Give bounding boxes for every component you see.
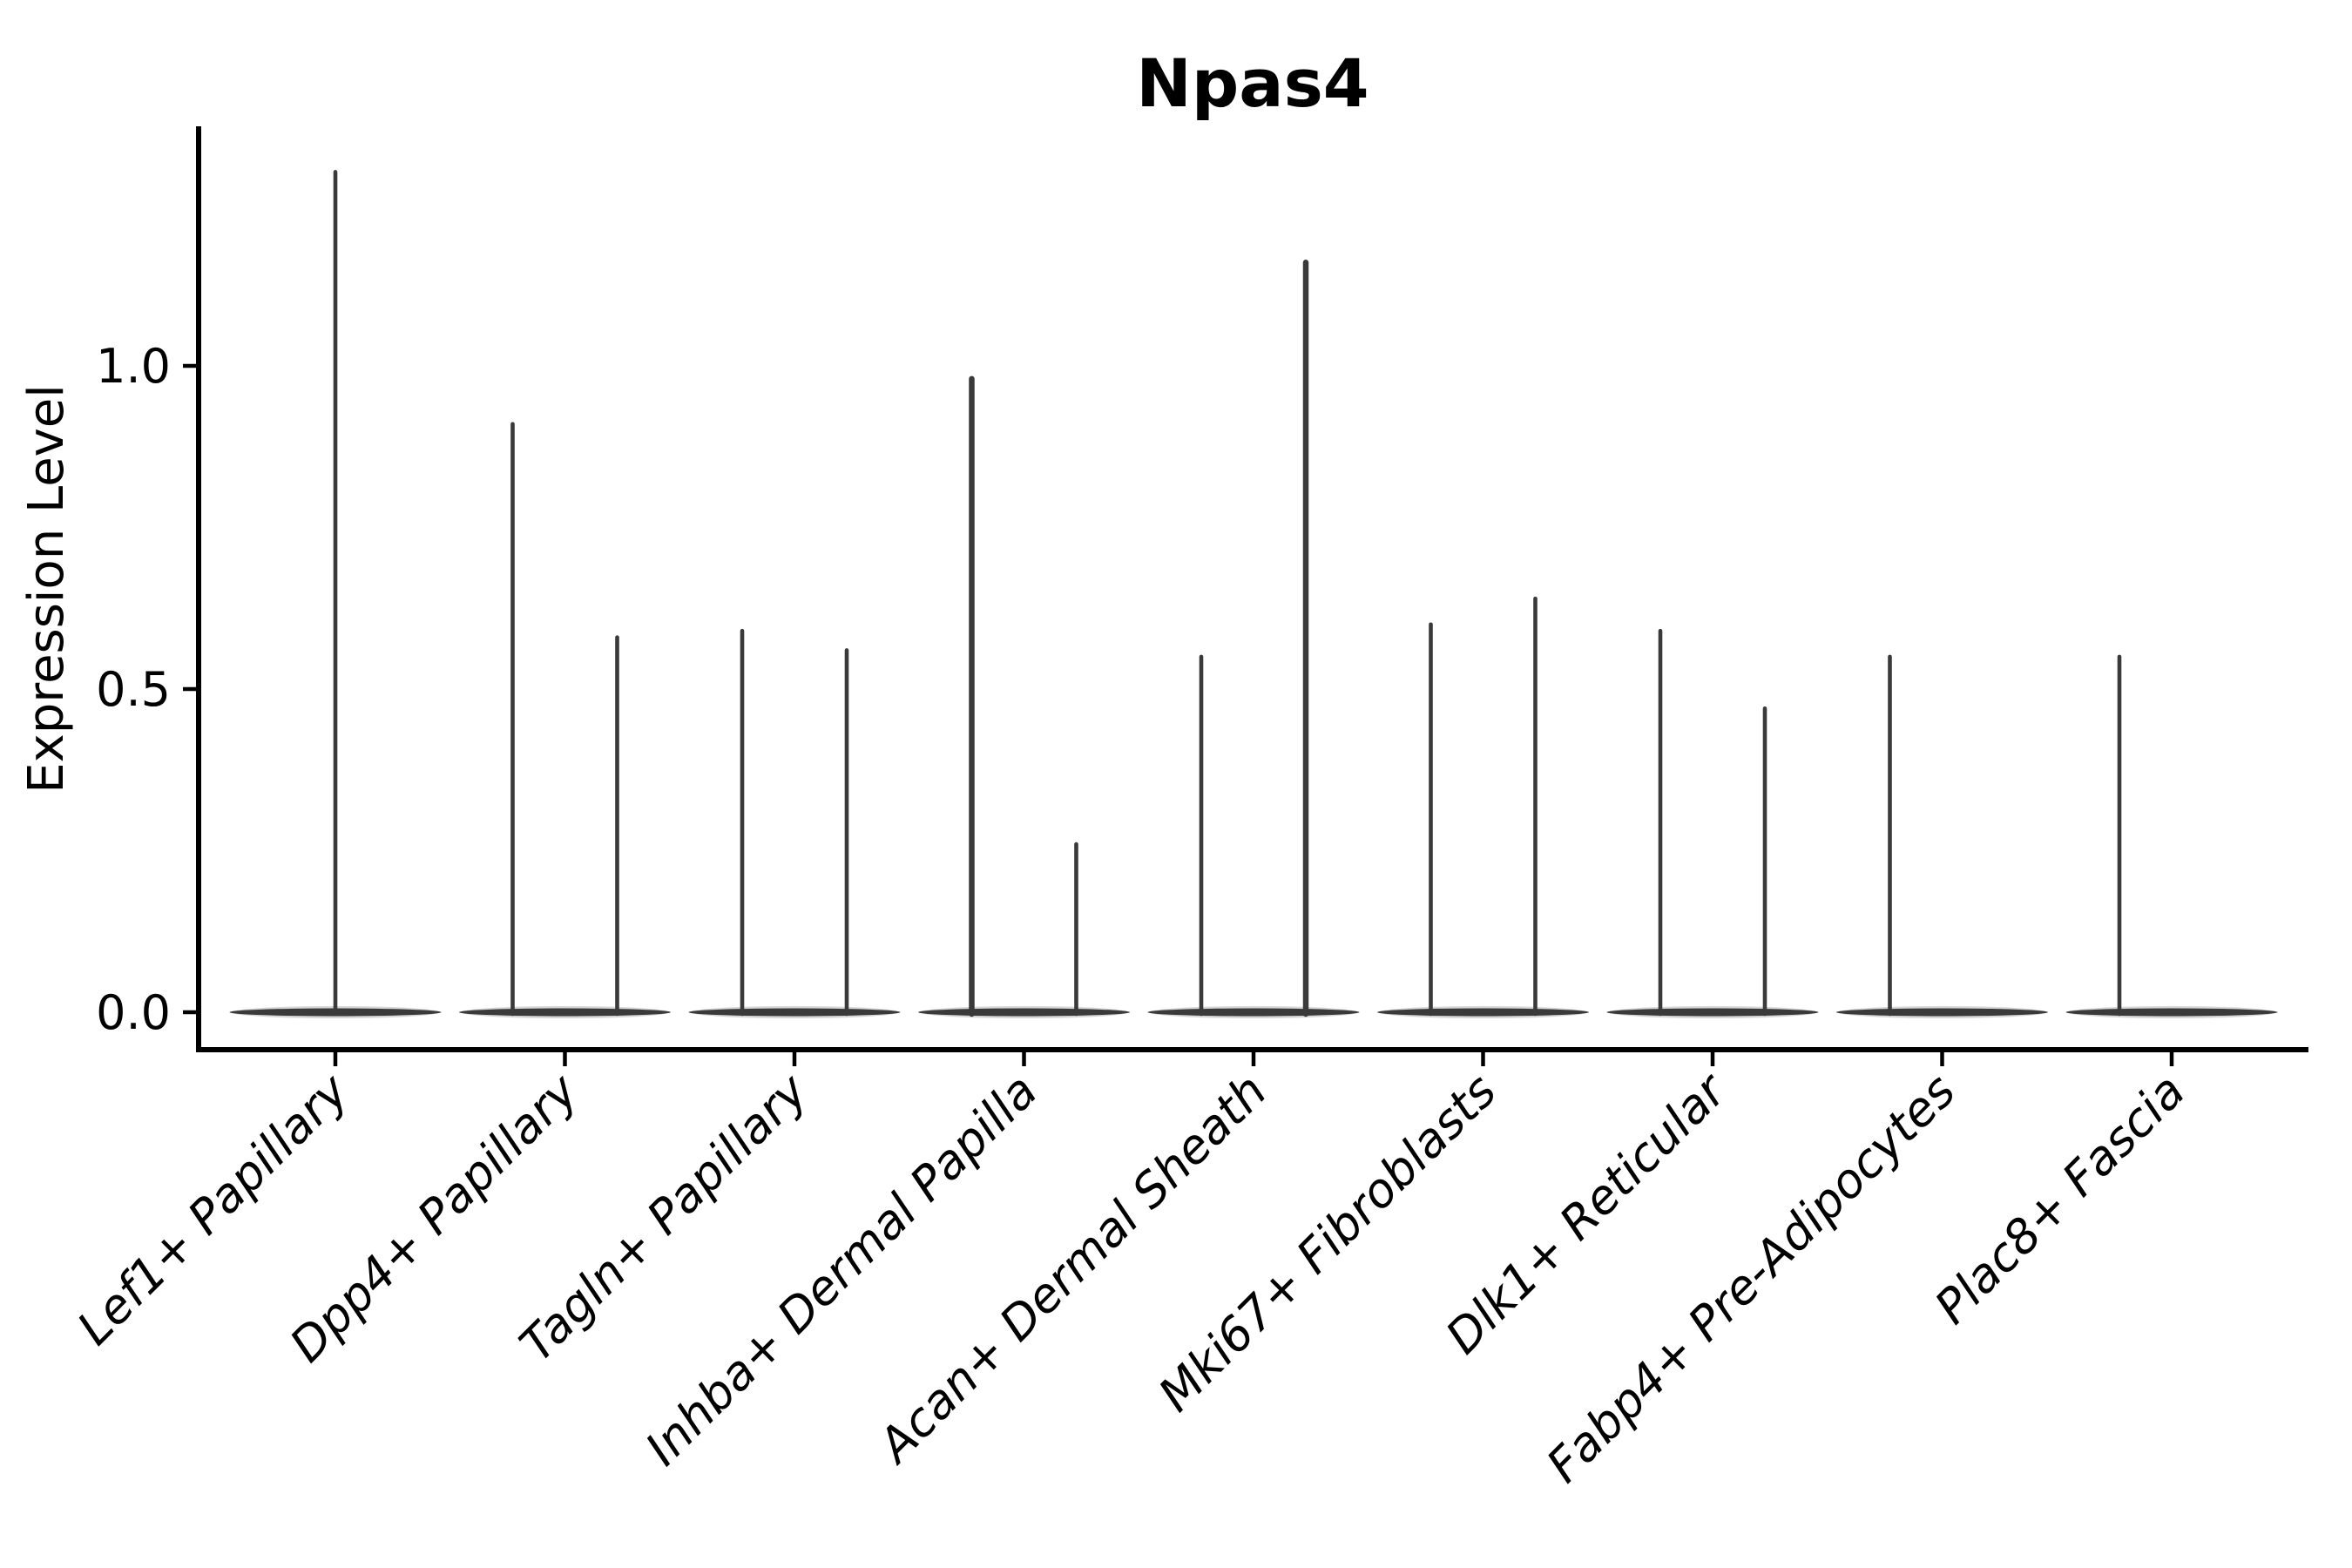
violin-base xyxy=(1377,1008,1589,1017)
y-tick-label: 0.5 xyxy=(96,662,171,717)
y-tick-label: 0.0 xyxy=(96,985,171,1040)
violin-base xyxy=(1836,1008,2048,1017)
violin-base xyxy=(688,1008,901,1017)
chart-title: Npas4 xyxy=(1136,44,1369,122)
y-axis-ticks: 0.0 0.5 1.0 xyxy=(96,339,198,1040)
violin-base xyxy=(918,1008,1130,1017)
violin-base xyxy=(459,1008,671,1017)
violins-layer xyxy=(229,170,2278,1018)
y-tick-label: 1.0 xyxy=(96,339,171,394)
y-axis-label: Expression Level xyxy=(18,384,75,794)
violin-base xyxy=(1606,1008,1819,1017)
violin-base xyxy=(1147,1008,1360,1017)
violin-base xyxy=(2065,1008,2278,1017)
